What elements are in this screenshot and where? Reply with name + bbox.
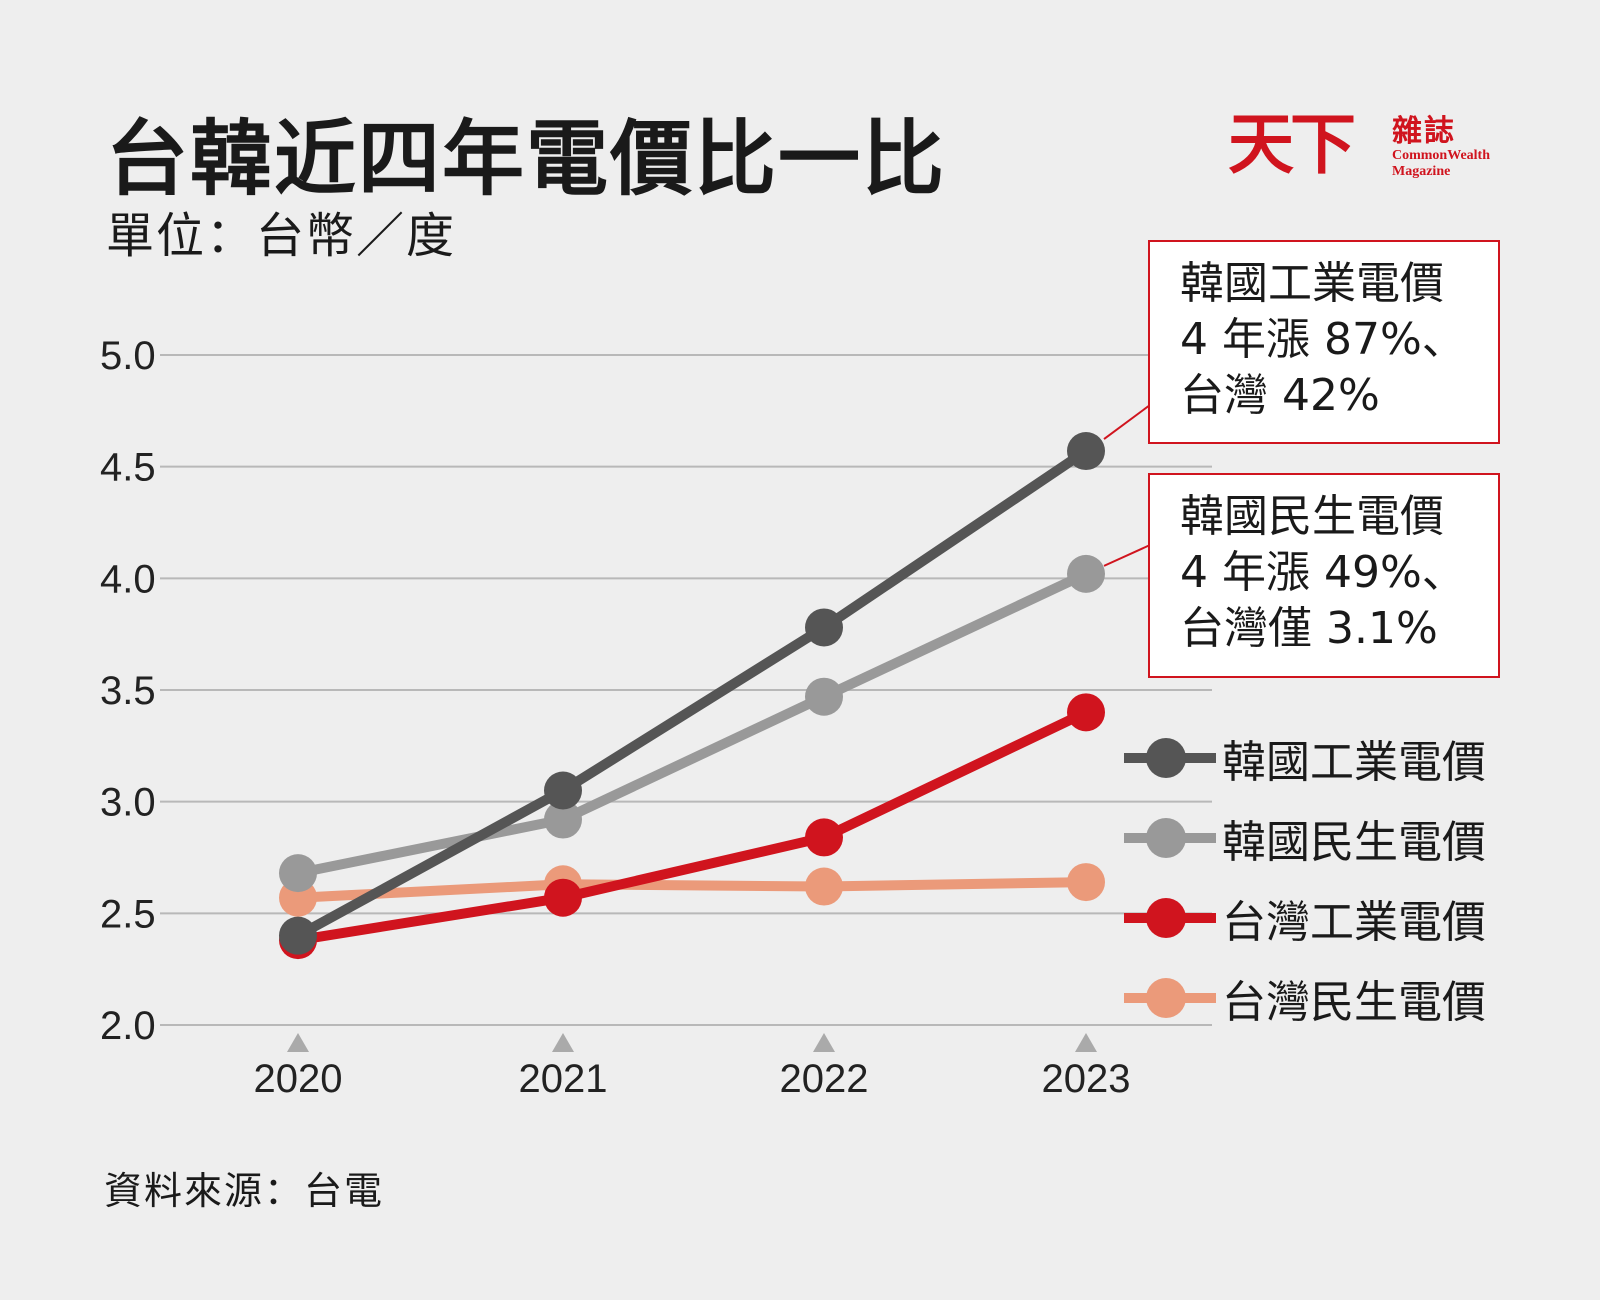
chart-title: 台韓近四年電價比一比 — [106, 112, 947, 207]
x-axis: 2020 2021 2022 2023 — [254, 1033, 1131, 1101]
data-point-taiwan-residential — [805, 867, 843, 906]
legend-label: 台灣民生電價 — [1222, 977, 1486, 1028]
legend-item: 韓國工業電價 — [1124, 718, 1486, 798]
legend-swatch — [1124, 738, 1216, 778]
x-tick-label: 2023 — [1042, 1057, 1131, 1101]
data-point-korea-industrial — [279, 916, 317, 955]
series-line-taiwan-industrial — [293, 707, 1091, 946]
callout-line: 4 年漲 49%、 — [1180, 547, 1466, 598]
data-point-korea-industrial — [1067, 432, 1105, 471]
x-tick-label: 2020 — [254, 1057, 343, 1101]
legend-label: 韓國工業電價 — [1222, 737, 1486, 788]
series-lines — [279, 432, 1105, 960]
callout-leader — [1103, 404, 1151, 440]
logo-english-text: CommonWealth Magazine — [1392, 148, 1490, 179]
callout-leader — [1103, 544, 1151, 567]
callout-industrial: 韓國工業電價 4 年漲 87%、 台灣 42% — [1148, 240, 1500, 444]
callout-line: 韓國民生電價 — [1180, 491, 1444, 542]
data-point-taiwan-industrial — [1067, 693, 1105, 732]
callout-line: 台灣僅 3.1% — [1180, 603, 1438, 654]
chart-subtitle: 單位：台幣／度 — [106, 208, 457, 264]
series-line-taiwan-residential — [293, 877, 1091, 903]
y-tick-label: 5.0 — [100, 334, 156, 378]
series-line-korea-residential — [293, 568, 1091, 879]
data-point-taiwan-residential — [1067, 863, 1105, 902]
series-line-korea-industrial — [293, 446, 1091, 941]
callout-leaders — [1103, 404, 1151, 567]
x-tick-marker — [287, 1033, 309, 1052]
x-tick-label: 2021 — [519, 1057, 608, 1101]
legend-item: 韓國民生電價 — [1124, 798, 1486, 878]
legend-swatch — [1124, 898, 1216, 938]
legend-item: 台灣工業電價 — [1124, 878, 1486, 958]
y-tick-label: 3.5 — [100, 669, 156, 713]
y-tick-label: 3.0 — [100, 781, 156, 825]
data-point-korea-industrial — [544, 771, 582, 810]
data-point-korea-residential — [544, 800, 582, 839]
legend-label: 韓國民生電價 — [1222, 817, 1486, 868]
source-note: 資料來源：台電 — [104, 1169, 385, 1213]
callout-line: 台灣 42% — [1180, 370, 1380, 421]
legend: 韓國工業電價 韓國民生電價 台灣工業電價 台灣民生電價 — [1124, 718, 1486, 1038]
data-point-korea-residential — [1067, 554, 1105, 593]
x-tick-marker — [813, 1033, 835, 1052]
callout-line: 4 年漲 87%、 — [1180, 314, 1466, 365]
logo-main-text: 天下 — [1228, 105, 1356, 183]
legend-label: 台灣工業電價 — [1222, 897, 1486, 948]
y-tick-label: 4.5 — [100, 446, 156, 490]
commonwealth-logo: 天下 雜誌 CommonWealth Magazine — [1228, 104, 1508, 190]
legend-swatch — [1124, 978, 1216, 1018]
y-tick-label: 2.0 — [100, 1004, 156, 1048]
data-point-taiwan-industrial — [544, 878, 582, 917]
x-tick-marker — [1075, 1033, 1097, 1052]
data-point-korea-residential — [279, 854, 317, 893]
y-tick-label: 2.5 — [100, 892, 156, 936]
y-tick-label: 4.0 — [100, 557, 156, 601]
legend-item: 台灣民生電價 — [1124, 958, 1486, 1038]
x-tick-label: 2022 — [780, 1057, 869, 1101]
legend-swatch — [1124, 818, 1216, 858]
x-tick-marker — [552, 1033, 574, 1052]
data-point-korea-industrial — [805, 608, 843, 647]
logo-sub-text: 雜誌 — [1392, 114, 1456, 149]
y-axis: 2.0 2.5 3.0 3.5 4.0 4.5 5.0 — [100, 334, 156, 1048]
data-point-korea-residential — [805, 677, 843, 716]
callout-line: 韓國工業電價 — [1180, 258, 1444, 309]
callout-residential: 韓國民生電價 4 年漲 49%、 台灣僅 3.1% — [1148, 473, 1500, 678]
data-point-taiwan-industrial — [805, 818, 843, 857]
